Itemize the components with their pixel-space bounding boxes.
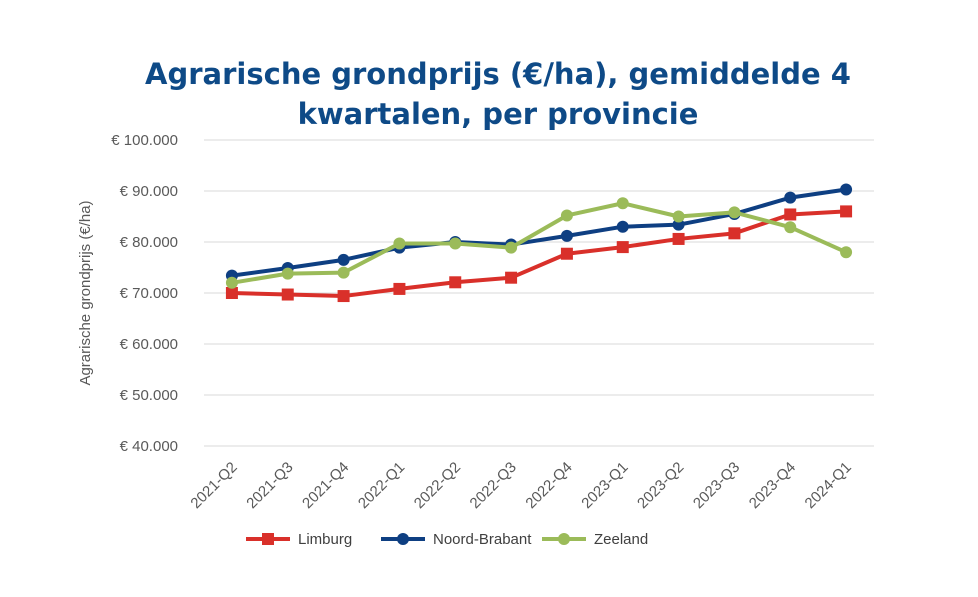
data-point-zeeland xyxy=(672,210,685,223)
legend-label: Zeeland xyxy=(594,531,648,548)
data-point-zeeland xyxy=(728,206,741,219)
series-line-noord-brabant xyxy=(231,187,847,278)
data-point-limburg xyxy=(393,282,406,295)
data-point-limburg xyxy=(672,232,685,245)
legend-item-zeeland: Zeeland xyxy=(542,531,648,548)
x-tick-label: 2023-Q2 xyxy=(634,459,687,512)
data-point-limburg xyxy=(337,290,350,303)
data-point-zeeland xyxy=(616,197,629,210)
data-point-zeeland xyxy=(393,237,406,250)
legend-swatch-marker xyxy=(262,533,274,545)
data-point-zeeland xyxy=(840,246,853,259)
x-tick-label: 2023-Q1 xyxy=(578,459,631,512)
x-tick-label: 2023-Q4 xyxy=(746,459,799,512)
data-point-limburg xyxy=(281,288,294,301)
x-tick-label: 2021-Q2 xyxy=(187,459,240,512)
data-point-zeeland xyxy=(449,237,462,250)
y-tick-label: € 40.000 xyxy=(120,438,178,455)
data-point-zeeland xyxy=(281,267,294,280)
series-limburg xyxy=(225,205,853,303)
data-point-zeeland xyxy=(560,209,573,222)
data-point-noord-brabant xyxy=(337,253,350,266)
x-tick-label: 2022-Q4 xyxy=(522,459,575,512)
data-point-limburg xyxy=(616,241,629,254)
legend-swatch-marker xyxy=(397,533,409,545)
series-layer xyxy=(225,183,853,303)
x-tick-label: 2022-Q3 xyxy=(467,459,520,512)
y-axis-ticks: € 40.000 € 50.000 € 60.000 € 70.000 € 80.000… xyxy=(111,132,178,455)
data-point-zeeland xyxy=(505,241,518,254)
legend-swatch-marker xyxy=(558,533,570,545)
x-tick-label: 2024-Q1 xyxy=(802,459,855,512)
data-point-zeeland xyxy=(337,266,350,279)
x-tick-label: 2023-Q3 xyxy=(690,459,743,512)
data-point-limburg xyxy=(449,276,462,289)
series-line-zeeland xyxy=(231,201,847,285)
data-point-noord-brabant xyxy=(840,183,853,196)
y-tick-label: € 100.000 xyxy=(111,132,178,149)
data-point-limburg xyxy=(840,205,853,218)
x-tick-label: 2021-Q3 xyxy=(243,459,296,512)
data-point-limburg xyxy=(505,271,518,284)
y-tick-label: € 90.000 xyxy=(120,183,178,200)
data-point-limburg xyxy=(784,208,797,221)
legend-item-limburg: Limburg xyxy=(246,531,352,548)
data-point-limburg xyxy=(728,227,741,240)
y-tick-label: € 70.000 xyxy=(120,285,178,302)
legend-label: Limburg xyxy=(298,531,352,548)
x-tick-label: 2021-Q4 xyxy=(299,459,352,512)
data-point-limburg xyxy=(225,287,238,299)
chart-title-line-1: Agrarische grondprijs (€/ha), gemiddelde… xyxy=(145,57,851,91)
series-line-limburg xyxy=(231,209,847,299)
chart-title-line-2: kwartalen, per provincie xyxy=(298,97,699,131)
x-axis-ticks: 2021-Q2 2021-Q3 2021-Q4 2022-Q1 2022-Q2 2022-… xyxy=(187,459,854,512)
x-tick-label: 2022-Q2 xyxy=(411,459,464,512)
data-point-noord-brabant xyxy=(616,220,629,233)
data-point-zeeland xyxy=(784,221,797,234)
data-point-noord-brabant xyxy=(784,191,797,204)
y-axis-label: Agrarische grondprijs (€/ha) xyxy=(77,200,94,385)
legend-item-noord-brabant: Noord-Brabant xyxy=(381,531,532,548)
y-tick-label: € 60.000 xyxy=(120,336,178,353)
series-zeeland xyxy=(225,197,853,289)
chart-title: Agrarische grondprijs (€/ha), gemiddelde… xyxy=(145,57,851,131)
y-tick-label: € 50.000 xyxy=(120,387,178,404)
legend-label: Noord-Brabant xyxy=(433,531,532,548)
legend: Limburg Noord-Brabant Zeeland xyxy=(246,531,648,548)
y-tick-label: € 80.000 xyxy=(120,234,178,251)
x-tick-label: 2022-Q1 xyxy=(355,459,408,512)
data-point-zeeland xyxy=(225,276,238,289)
data-point-noord-brabant xyxy=(560,229,573,242)
data-point-limburg xyxy=(560,247,573,260)
